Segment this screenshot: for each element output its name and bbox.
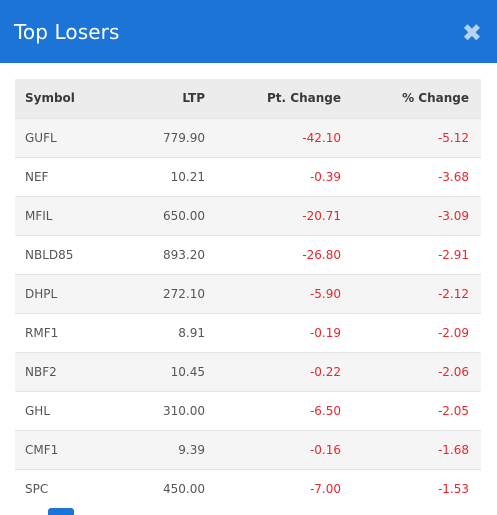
column-header-pct-change[interactable]: % Change: [402, 91, 469, 106]
table-header-row: Symbol LTP Pt. Change % Change: [15, 79, 481, 118]
table-row[interactable]: MFIL 650.00 -20.71 -3.09: [15, 196, 481, 235]
cell-symbol: MFIL: [25, 208, 53, 223]
cell-pt-change: -5.90: [309, 286, 341, 301]
column-header-ltp[interactable]: LTP: [182, 91, 205, 106]
cell-symbol: NEF: [25, 169, 49, 184]
cell-pct-change: -2.06: [437, 364, 469, 379]
modal-title: Top Losers: [14, 19, 120, 44]
table-row[interactable]: GHL 310.00 -6.50 -2.05: [15, 391, 481, 430]
column-header-symbol[interactable]: Symbol: [25, 91, 75, 106]
losers-table-container: Symbol LTP Pt. Change % Change GUFL 779.…: [15, 79, 481, 508]
cell-symbol: RMF1: [25, 325, 59, 340]
cell-pct-change: -5.12: [437, 130, 469, 145]
cell-pt-change: -0.22: [309, 364, 341, 379]
cell-ltp: 310.00: [163, 403, 205, 418]
cell-ltp: 779.90: [163, 130, 205, 145]
cell-ltp: 272.10: [163, 286, 205, 301]
cell-pt-change: -0.19: [309, 325, 341, 340]
cell-symbol: DHPL: [25, 286, 58, 301]
table-row[interactable]: DHPL 272.10 -5.90 -2.12: [15, 274, 481, 313]
cell-ltp: 450.00: [163, 481, 205, 496]
table-row[interactable]: SPC 450.00 -7.00 -1.53: [15, 469, 481, 508]
close-icon[interactable]: ✖: [461, 19, 482, 47]
table-row[interactable]: NBLD85 893.20 -26.80 -2.91: [15, 235, 481, 274]
cell-ltp: 650.00: [163, 208, 205, 223]
cell-pct-change: -1.53: [437, 481, 469, 496]
pagination-current-page[interactable]: [48, 508, 74, 515]
modal-header: Top Losers ✖: [0, 0, 497, 63]
cell-pt-change: -20.71: [302, 208, 341, 223]
cell-symbol: GUFL: [25, 130, 57, 145]
table-row[interactable]: NEF 10.21 -0.39 -3.68: [15, 157, 481, 196]
cell-pct-change: -1.68: [437, 442, 469, 457]
cell-ltp: 10.45: [170, 364, 205, 379]
table-row[interactable]: CMF1 9.39 -0.16 -1.68: [15, 430, 481, 469]
cell-pct-change: -2.09: [437, 325, 469, 340]
cell-pct-change: -2.12: [437, 286, 469, 301]
cell-symbol: SPC: [25, 481, 49, 496]
pagination: [40, 508, 82, 515]
table-row[interactable]: RMF1 8.91 -0.19 -2.09: [15, 313, 481, 352]
cell-pt-change: -42.10: [302, 130, 341, 145]
losers-table: Symbol LTP Pt. Change % Change GUFL 779.…: [15, 79, 481, 508]
cell-pct-change: -2.05: [437, 403, 469, 418]
cell-pct-change: -3.09: [437, 208, 469, 223]
cell-pt-change: -26.80: [302, 247, 341, 262]
cell-symbol: NBLD85: [25, 247, 74, 262]
cell-pt-change: -0.39: [309, 169, 341, 184]
cell-ltp: 10.21: [170, 169, 205, 184]
table-row[interactable]: NBF2 10.45 -0.22 -2.06: [15, 352, 481, 391]
cell-pt-change: -0.16: [309, 442, 341, 457]
column-header-pt-change[interactable]: Pt. Change: [267, 91, 341, 106]
cell-ltp: 8.91: [178, 325, 205, 340]
cell-symbol: CMF1: [25, 442, 59, 457]
table-row[interactable]: GUFL 779.90 -42.10 -5.12: [15, 118, 481, 157]
cell-symbol: GHL: [25, 403, 51, 418]
cell-ltp: 9.39: [178, 442, 205, 457]
cell-pct-change: -3.68: [437, 169, 469, 184]
cell-pct-change: -2.91: [437, 247, 469, 262]
cell-symbol: NBF2: [25, 364, 57, 379]
cell-pt-change: -6.50: [309, 403, 341, 418]
cell-ltp: 893.20: [163, 247, 205, 262]
cell-pt-change: -7.00: [309, 481, 341, 496]
